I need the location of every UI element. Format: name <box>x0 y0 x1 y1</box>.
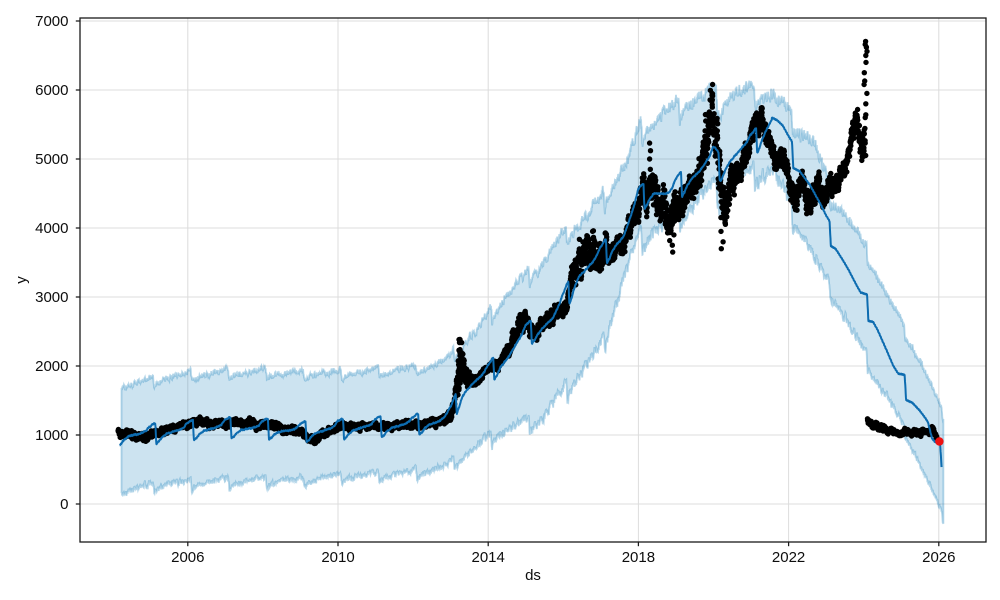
svg-text:2018: 2018 <box>622 549 655 566</box>
svg-text:7000: 7000 <box>35 13 68 30</box>
svg-text:6000: 6000 <box>35 82 68 99</box>
svg-text:3000: 3000 <box>35 289 68 306</box>
svg-text:1000: 1000 <box>35 427 68 444</box>
svg-text:y: y <box>13 276 30 284</box>
svg-text:2022: 2022 <box>772 549 805 566</box>
svg-text:2026: 2026 <box>922 549 955 566</box>
svg-text:ds: ds <box>525 567 541 584</box>
svg-text:2010: 2010 <box>321 549 354 566</box>
svg-text:2014: 2014 <box>472 549 505 566</box>
svg-text:0: 0 <box>60 496 68 513</box>
svg-text:2000: 2000 <box>35 358 68 375</box>
svg-text:5000: 5000 <box>35 151 68 168</box>
svg-text:4000: 4000 <box>35 220 68 237</box>
svg-text:2006: 2006 <box>171 549 204 566</box>
